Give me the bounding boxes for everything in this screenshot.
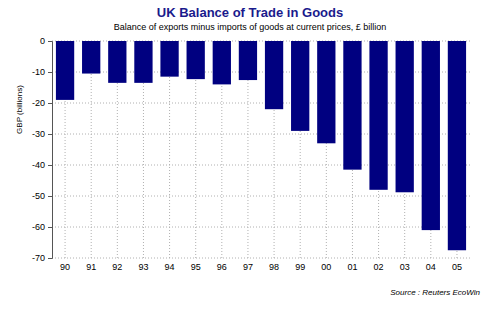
- grid: [52, 41, 470, 258]
- tick-label: 03: [400, 262, 410, 272]
- bar: [343, 41, 361, 170]
- bar: [187, 41, 205, 79]
- bar: [317, 41, 335, 143]
- tick-label: -60: [32, 222, 45, 232]
- tick-mark: [48, 41, 52, 42]
- tick-mark: [48, 72, 52, 73]
- tick: -30: [32, 129, 52, 139]
- bar: [239, 41, 257, 80]
- bar: [108, 41, 126, 83]
- tick-label: 04: [426, 262, 436, 272]
- tick-label: 0: [40, 36, 45, 46]
- tick: 96: [217, 262, 227, 272]
- bar: [134, 41, 152, 83]
- tick-label: -10: [32, 67, 45, 77]
- subtitle: Balance of exports minus imports of good…: [114, 22, 387, 32]
- tick: 95: [191, 262, 201, 272]
- tick-label: 93: [138, 262, 148, 272]
- tick: 00: [321, 262, 331, 272]
- tick: 94: [165, 262, 175, 272]
- bar: [82, 41, 100, 74]
- bar: [160, 41, 178, 77]
- bar: [213, 41, 231, 84]
- tick: 97: [243, 262, 253, 272]
- grid-line: [52, 227, 470, 228]
- tick-label: 02: [374, 262, 384, 272]
- tick-mark: [48, 103, 52, 104]
- source: Source : Reuters EcoWin: [390, 288, 480, 297]
- tick: 0: [40, 36, 52, 46]
- tick-mark: [48, 258, 52, 259]
- bar: [265, 41, 283, 109]
- tick: 02: [374, 262, 384, 272]
- tick: -60: [32, 222, 52, 232]
- bar: [369, 41, 387, 190]
- bar: [422, 41, 440, 230]
- axis-line: [48, 42, 53, 259]
- tick-label: 01: [347, 262, 357, 272]
- tick-mark: [48, 165, 52, 166]
- tick: 90: [60, 262, 70, 272]
- grid-line: [52, 196, 470, 197]
- tick: -10: [32, 67, 52, 77]
- tick: 92: [112, 262, 122, 272]
- bar: [396, 41, 414, 192]
- tick: 99: [295, 262, 305, 272]
- tick: 01: [347, 262, 357, 272]
- tick: 98: [269, 262, 279, 272]
- tick-mark: [48, 227, 52, 228]
- tick-label: 96: [217, 262, 227, 272]
- tick-label: -50: [32, 191, 45, 201]
- tick-label: 91: [86, 262, 96, 272]
- tick-label: -30: [32, 129, 45, 139]
- bar: [56, 41, 74, 100]
- tick: 04: [426, 262, 436, 272]
- chart: 0 -10 -20 -30 -40 -50 -60 -70 90 91 92 93 94 95 96 97 98…: [0, 0, 500, 315]
- tick-label: -20: [32, 98, 45, 108]
- tick-label: 00: [321, 262, 331, 272]
- tick: 91: [86, 262, 96, 272]
- y-axis: 0 -10 -20 -30 -40 -50 -60 -70: [32, 36, 53, 263]
- title: UK Balance of Trade in Goods: [157, 5, 343, 20]
- bar: [291, 41, 309, 131]
- tick-label: 97: [243, 262, 253, 272]
- tick: -20: [32, 98, 52, 108]
- bars: [56, 41, 466, 250]
- grid-line: [52, 258, 470, 259]
- y-axis-title: GBP (billions): [15, 85, 24, 134]
- tick-label: 94: [165, 262, 175, 272]
- bar: [448, 41, 466, 250]
- tick: -70: [32, 253, 52, 263]
- tick-label: 95: [191, 262, 201, 272]
- tick-label: 90: [60, 262, 70, 272]
- tick-mark: [48, 134, 52, 135]
- tick: 93: [138, 262, 148, 272]
- tick-label: 98: [269, 262, 279, 272]
- tick-label: -70: [32, 253, 45, 263]
- tick: -50: [32, 191, 52, 201]
- tick-label: -40: [32, 160, 45, 170]
- tick-mark: [48, 196, 52, 197]
- tick: 05: [452, 262, 462, 272]
- tick: 03: [400, 262, 410, 272]
- tick-label: 99: [295, 262, 305, 272]
- tick: -40: [32, 160, 52, 170]
- tick-label: 05: [452, 262, 462, 272]
- x-axis: 90 91 92 93 94 95 96 97 98 99 00 01 02 03 04 05: [60, 262, 462, 272]
- tick-label: 92: [112, 262, 122, 272]
